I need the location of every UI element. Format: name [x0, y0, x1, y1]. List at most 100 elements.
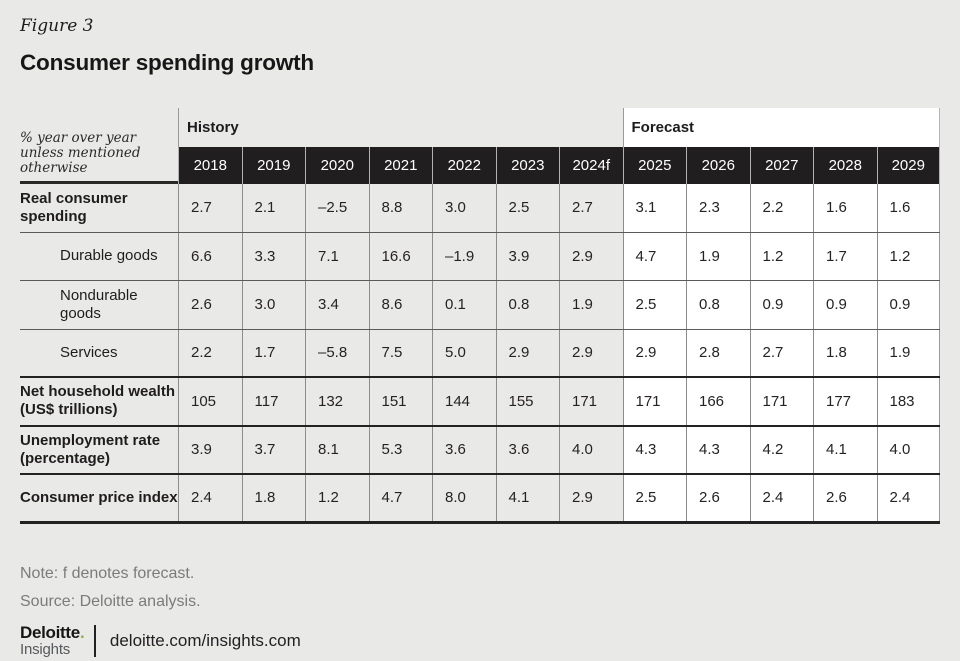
- year-header-2020: 2020: [305, 147, 369, 184]
- value-cell: 7.1: [305, 232, 369, 280]
- deloitte-insights-logo: Deloitte. Insights: [20, 623, 85, 657]
- value-cell: 16.6: [368, 232, 432, 280]
- value-cell: 1.7: [241, 329, 305, 376]
- value-cell: 166: [686, 378, 750, 425]
- value-cell: 2.4: [749, 475, 813, 521]
- value-cell: 2.5: [622, 475, 686, 521]
- value-cell: 0.8: [686, 281, 750, 329]
- value-cell: –5.8: [305, 329, 369, 376]
- value-cell: 105: [178, 378, 242, 425]
- value-cell: 155: [495, 378, 559, 425]
- figure-notes: Note: f denotes forecast. Source: Deloit…: [20, 565, 201, 611]
- value-cell: 1.8: [241, 475, 305, 521]
- value-cell: 8.6: [368, 281, 432, 329]
- value-cell: 4.0: [559, 426, 623, 473]
- table-row: Durable goods 6.6 3.3 7.1 16.6 –1.9 3.9 2.9 4.7 1…: [20, 232, 940, 281]
- logo-green-dot: .: [79, 623, 85, 642]
- row-label: Unemployment rate (percentage): [20, 431, 161, 467]
- value-cell: 183: [876, 378, 940, 425]
- value-cell: 5.0: [432, 329, 496, 376]
- value-cell: 5.3: [368, 426, 432, 473]
- column-group-row: History Forecast: [20, 108, 940, 147]
- value-cell: 1.2: [749, 232, 813, 280]
- value-cell: 2.9: [559, 475, 623, 521]
- year-header-2024f: 2024f: [559, 147, 623, 184]
- value-cell: 3.9: [495, 232, 559, 280]
- value-cell: 4.1: [495, 475, 559, 521]
- value-cell: 3.0: [432, 184, 496, 232]
- value-cell: 3.6: [495, 426, 559, 473]
- value-cell: 117: [241, 378, 305, 425]
- value-cell: 2.5: [622, 281, 686, 329]
- footer-divider: [94, 624, 96, 657]
- value-cell: 8.0: [432, 475, 496, 521]
- value-cell: 3.1: [622, 184, 686, 232]
- value-cell: 2.7: [749, 329, 813, 376]
- value-cell: 144: [432, 378, 496, 425]
- data-table: History Forecast % year over year unless…: [20, 108, 940, 524]
- value-cell: 2.9: [559, 232, 623, 280]
- history-group-header: History: [178, 108, 623, 147]
- year-header-2027: 2027: [749, 147, 813, 184]
- year-header-2019: 2019: [241, 147, 305, 184]
- table-row: Consumer price index 2.4 1.8 1.2 4.7 8.0 4.1 2.…: [20, 475, 940, 524]
- value-cell: 6.6: [178, 232, 242, 280]
- row-label: Net household wealth (US$ trillions): [20, 383, 176, 419]
- year-header-2029: 2029: [876, 147, 940, 184]
- value-cell: 1.6: [876, 184, 940, 232]
- source-text: Source: Deloitte analysis.: [20, 593, 201, 610]
- figure-title: Consumer spending growth: [20, 50, 314, 75]
- value-cell: 0.1: [432, 281, 496, 329]
- value-cell: 1.6: [813, 184, 877, 232]
- year-header-row: % year over year unless mentioned otherw…: [20, 131, 940, 184]
- value-cell: 3.7: [241, 426, 305, 473]
- table-row: Real consumer spending 2.7 2.1 –2.5 8.8 3.0 2.…: [20, 184, 940, 233]
- value-cell: 1.2: [305, 475, 369, 521]
- value-cell: 2.7: [178, 184, 242, 232]
- value-cell: 0.9: [813, 281, 877, 329]
- unit-note: % year over year unless mentioned otherw…: [20, 131, 178, 184]
- value-cell: 0.9: [876, 281, 940, 329]
- value-cell: 4.0: [876, 426, 940, 473]
- value-cell: –2.5: [305, 184, 369, 232]
- value-cell: 2.6: [178, 281, 242, 329]
- figure-label: Figure 3: [20, 16, 94, 36]
- value-cell: 2.6: [686, 475, 750, 521]
- value-cell: 2.7: [559, 184, 623, 232]
- value-cell: 4.2: [749, 426, 813, 473]
- value-cell: 171: [622, 378, 686, 425]
- table-row: Services 2.2 1.7 –5.8 7.5 5.0 2.9 2.9 2.9 2.8 2.7 1…: [20, 329, 940, 378]
- table-row: Unemployment rate (percentage) 3.9 3.7 8.1 5…: [20, 426, 940, 475]
- note-text: Note: f denotes forecast.: [20, 565, 195, 582]
- value-cell: 2.6: [813, 475, 877, 521]
- row-label: Consumer price index: [20, 488, 178, 506]
- value-cell: 2.9: [622, 329, 686, 376]
- value-cell: 8.8: [368, 184, 432, 232]
- value-cell: 3.3: [241, 232, 305, 280]
- value-cell: 3.0: [241, 281, 305, 329]
- value-cell: 177: [813, 378, 877, 425]
- footer-url: deloitte.com/insights.com: [109, 630, 301, 650]
- value-cell: 3.9: [178, 426, 242, 473]
- logo-wordmark: Deloitte: [20, 623, 80, 642]
- table-row: Nondurable goods 2.6 3.0 3.4 8.6 0.1 0.8 1.9 2.5…: [20, 281, 940, 330]
- value-cell: 2.3: [686, 184, 750, 232]
- row-label: Durable goods: [60, 247, 158, 265]
- value-cell: 4.3: [622, 426, 686, 473]
- logo-deloitte-text: Deloitte.: [20, 623, 85, 642]
- value-cell: 1.9: [686, 232, 750, 280]
- value-cell: 1.8: [813, 329, 877, 376]
- forecast-group-header: Forecast: [622, 108, 940, 147]
- year-header-cells: 2018 2019 2020 2021 2022 2023 2024f 2025 2026 202…: [178, 147, 940, 184]
- value-cell: 2.8: [686, 329, 750, 376]
- footer: Deloitte. Insights deloitte.com/insights…: [20, 624, 301, 657]
- year-header-2021: 2021: [368, 147, 432, 184]
- value-cell: 132: [305, 378, 369, 425]
- value-cell: 1.9: [876, 329, 940, 376]
- value-cell: 2.1: [241, 184, 305, 232]
- row-label: Real consumer spending: [20, 189, 128, 225]
- value-cell: 8.1: [305, 426, 369, 473]
- value-cell: 3.6: [432, 426, 496, 473]
- value-cell: 2.4: [178, 475, 242, 521]
- value-cell: 2.5: [495, 184, 559, 232]
